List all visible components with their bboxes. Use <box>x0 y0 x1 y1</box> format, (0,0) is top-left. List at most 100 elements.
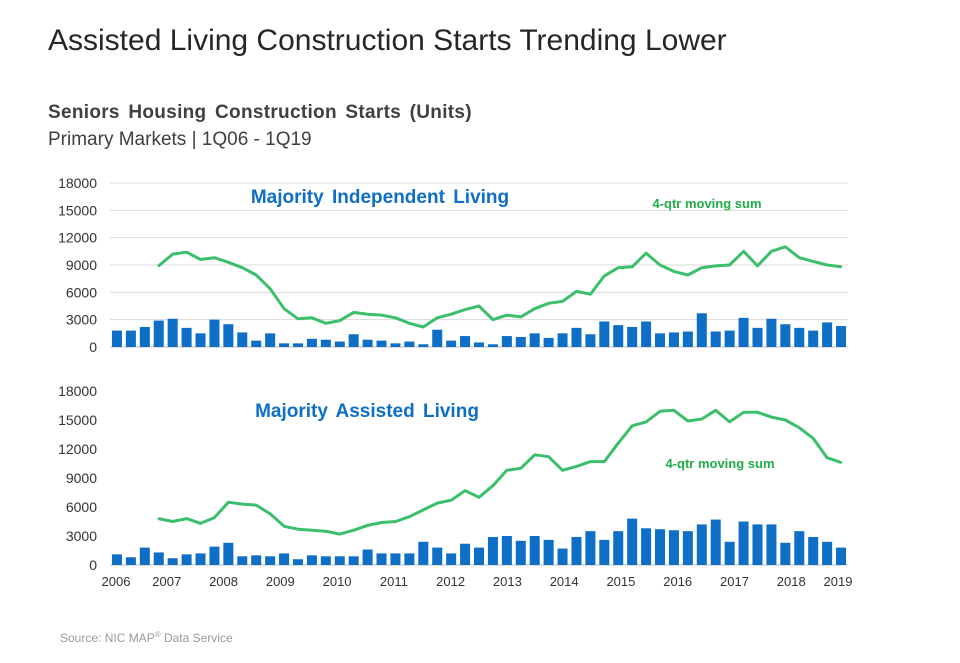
bar <box>279 343 290 347</box>
line-point <box>798 256 801 259</box>
bar <box>223 324 234 347</box>
bar <box>585 531 596 565</box>
bar <box>139 547 150 565</box>
line-point <box>839 265 843 269</box>
bar <box>432 547 443 565</box>
bar <box>627 518 638 565</box>
line-point <box>533 307 536 310</box>
bar <box>752 524 763 565</box>
line-point <box>658 410 662 413</box>
bar <box>655 333 666 347</box>
bar <box>167 558 178 565</box>
line-point <box>811 260 815 263</box>
line-point <box>199 258 202 261</box>
line-point <box>282 307 286 310</box>
bar <box>418 541 429 565</box>
line-point <box>630 424 634 427</box>
line-point <box>394 316 397 320</box>
bar <box>390 343 401 347</box>
bar <box>334 556 345 565</box>
line-point <box>491 318 495 321</box>
bar <box>780 324 791 347</box>
x-tick-label: 2016 <box>663 574 692 589</box>
line-point <box>617 442 620 445</box>
line-point <box>449 313 453 316</box>
line-point <box>366 313 369 316</box>
bar <box>585 334 596 347</box>
line-point <box>519 467 522 470</box>
line-point <box>227 500 230 504</box>
moving-sum-line <box>158 408 842 536</box>
bar <box>627 326 638 347</box>
bar <box>265 333 276 347</box>
bar <box>599 321 610 347</box>
y-tick-label: 12000 <box>58 230 97 246</box>
line-point <box>338 532 341 536</box>
source-prefix: Source: NIC MAP <box>60 631 155 645</box>
line-point <box>408 322 411 325</box>
page-title: Assisted Living Construction Starts Tren… <box>48 24 727 57</box>
line-point <box>477 496 481 499</box>
line-point <box>408 515 411 518</box>
bar <box>153 552 164 565</box>
line-point <box>477 304 481 308</box>
bar <box>668 332 679 347</box>
chart-panel-1: 0 3000 6000 9000 12000 15000 18000 Majority Ind… <box>58 175 848 355</box>
line-point <box>575 465 578 468</box>
x-tick-label: 2008 <box>209 574 238 589</box>
bar <box>794 327 805 347</box>
bar <box>320 556 331 565</box>
line-point <box>533 453 536 456</box>
bar <box>724 330 735 347</box>
bar <box>473 547 485 565</box>
bar <box>794 531 805 565</box>
bar <box>655 529 666 565</box>
bar <box>432 329 443 347</box>
bar <box>557 333 568 347</box>
bar <box>167 318 178 347</box>
line-point <box>171 520 174 523</box>
line-point <box>380 313 383 317</box>
bar <box>348 556 359 565</box>
y-tick-label: 18000 <box>58 175 97 191</box>
line-point <box>658 263 662 267</box>
bar <box>641 528 652 565</box>
line-point <box>324 529 328 533</box>
line-point <box>255 503 258 507</box>
line-point <box>449 499 453 502</box>
line-point <box>213 516 216 519</box>
line-point <box>784 245 787 248</box>
line-point <box>519 315 522 319</box>
x-tick-label: 2012 <box>436 574 465 589</box>
bar <box>529 333 540 347</box>
bar <box>404 553 415 565</box>
bar <box>153 320 164 347</box>
y-tick-label: 3000 <box>66 312 97 328</box>
bar <box>279 553 290 565</box>
line-point <box>296 317 300 320</box>
bar <box>195 333 206 347</box>
bar <box>766 318 777 347</box>
x-tick-label: 2014 <box>550 574 579 589</box>
bar <box>557 548 568 565</box>
line-point <box>811 437 815 440</box>
y-tick-label: 6000 <box>66 499 97 515</box>
line-point <box>199 522 202 525</box>
bar <box>460 336 471 347</box>
line-point <box>227 261 230 264</box>
bar <box>404 341 415 347</box>
line-point <box>241 266 244 269</box>
line-point <box>505 469 509 472</box>
line-point <box>394 520 397 523</box>
line-point <box>352 311 355 314</box>
line-point <box>686 273 690 277</box>
source-note: Source: NIC MAP® Data Service <box>60 630 233 645</box>
chart-subtitle: Primary Markets | 1Q06 - 1Q19 <box>48 129 312 150</box>
line-point <box>728 263 731 267</box>
bar <box>738 317 749 347</box>
chart-title: Seniors Housing Construction Starts (Uni… <box>48 102 472 123</box>
line-point <box>422 325 425 329</box>
bar <box>362 339 373 347</box>
line-point <box>603 274 606 278</box>
bar <box>836 326 847 347</box>
